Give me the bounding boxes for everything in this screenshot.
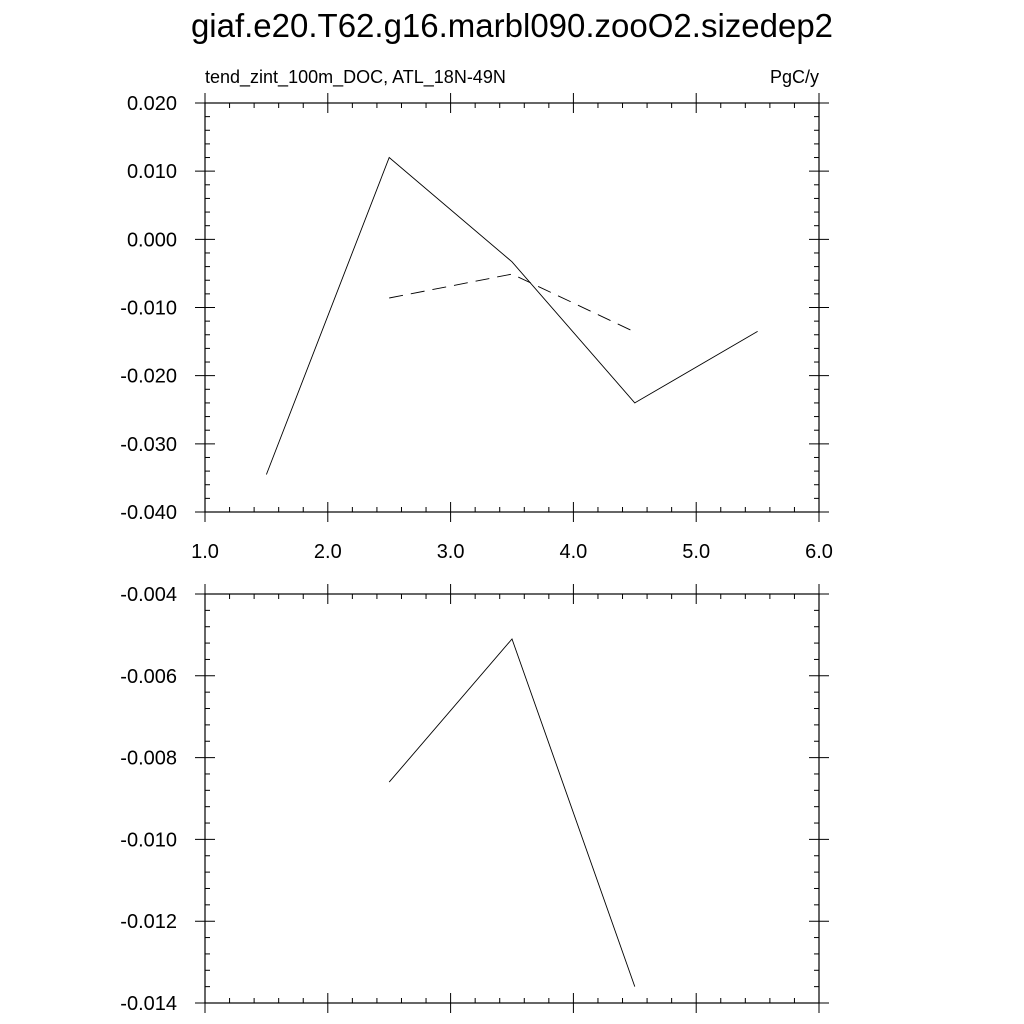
x-tick-label: 5.0 — [682, 541, 710, 563]
x-tick-label: 3.0 — [437, 541, 465, 563]
y-tick-label: -0.004 — [120, 584, 177, 606]
top-panel: 1.0 2.0 3.0 4.0 5.0 6.0 0.020 0.010 0.000 -0.010 -… — [120, 93, 833, 563]
y-tick-label: 0.010 — [127, 161, 177, 183]
plot-frame — [204, 102, 820, 513]
y-tick-label: -0.020 — [120, 366, 177, 388]
y-tick-label: -0.010 — [120, 829, 177, 851]
x-tick-label: 1.0 — [191, 541, 219, 563]
y-tick-label: -0.006 — [120, 666, 177, 688]
top-panel-variable-label: tend_zint_100m_DOC, ATL_18N-49N — [205, 67, 506, 88]
y-tick-label: -0.010 — [120, 298, 177, 320]
y-tick-label: -0.008 — [120, 748, 177, 770]
x-tick-label: 6.0 — [805, 541, 833, 563]
bottom-panel: -0.004 -0.006 -0.008 -0.010 -0.012 -0.014 — [120, 584, 829, 1015]
x-tick-label: 2.0 — [314, 541, 342, 563]
y-tick-label: -0.030 — [120, 434, 177, 456]
top-panel-units-label: PgC/y — [770, 67, 819, 87]
y-tick-label: 0.020 — [127, 93, 177, 115]
dashed-series-line — [389, 273, 635, 333]
y-tick-label: -0.012 — [120, 911, 177, 933]
x-tick-label: 4.0 — [559, 541, 587, 563]
solid-series-line — [388, 638, 636, 987]
y-tick-label: 0.000 — [127, 229, 177, 251]
chart-main-title: giaf.e20.T62.g16.marbl090.zooO2.sizedep2 — [191, 7, 833, 44]
y-tick-label: -0.014 — [120, 993, 177, 1015]
plot-frame — [204, 593, 820, 1004]
solid-series-line — [265, 156, 758, 475]
y-tick-label: -0.040 — [120, 502, 177, 524]
